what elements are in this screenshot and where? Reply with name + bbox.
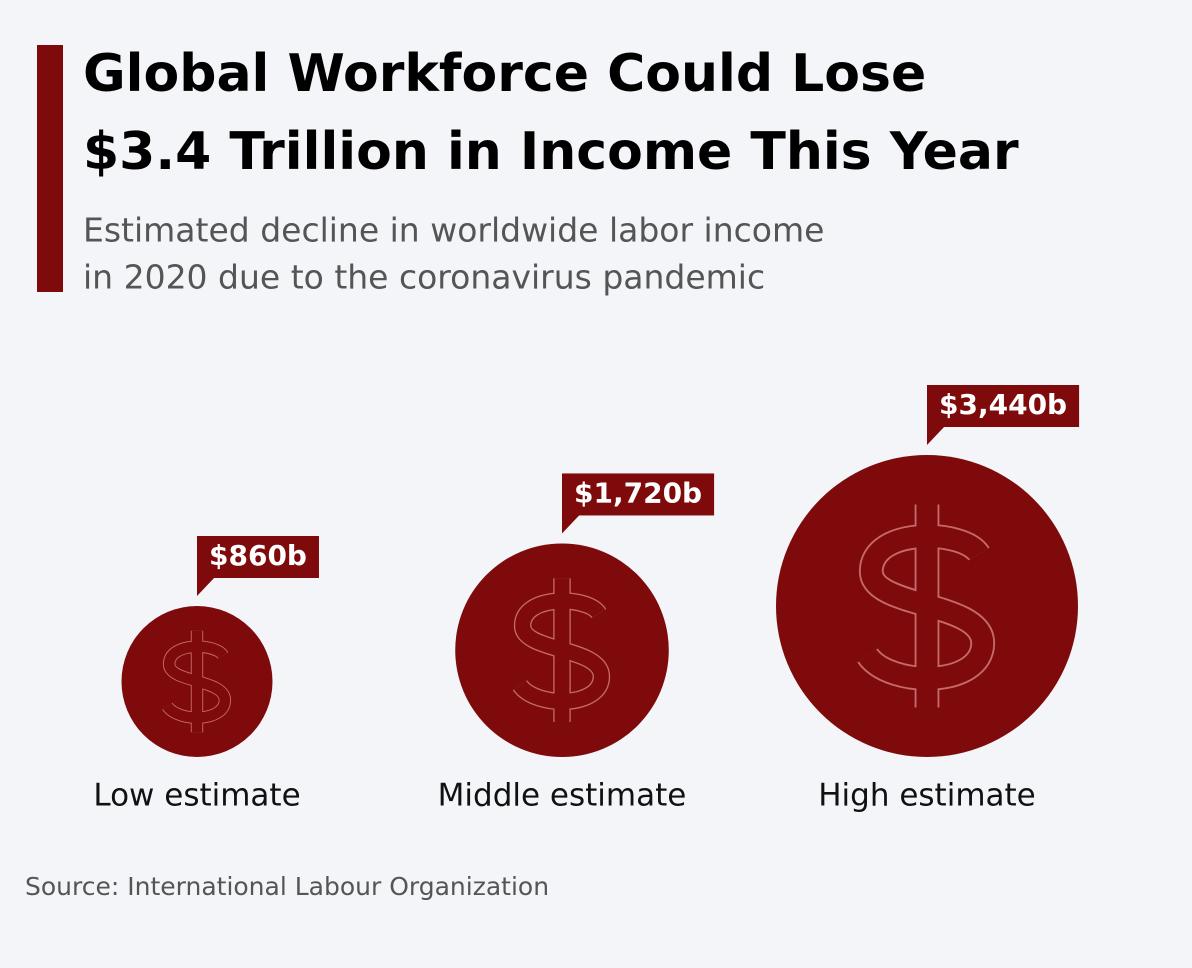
dollar-inner bbox=[858, 504, 994, 708]
dollar-icon bbox=[857, 504, 996, 708]
label-pointer bbox=[562, 514, 580, 534]
value-label: $1,720b bbox=[574, 476, 702, 509]
label-pointer bbox=[927, 426, 945, 445]
dollar-icon bbox=[162, 630, 232, 733]
label-box bbox=[197, 536, 319, 578]
label-pointer bbox=[197, 577, 215, 596]
source: Source: International Labour Organizatio… bbox=[25, 872, 549, 901]
category-label: Low estimate bbox=[93, 778, 300, 814]
label-box bbox=[927, 385, 1080, 427]
accent-bar bbox=[37, 45, 63, 292]
label-box bbox=[562, 473, 715, 516]
chart-title: $3.4 Trillion in Income This Year bbox=[83, 122, 1019, 182]
category-label: High estimate bbox=[818, 778, 1036, 814]
value-label: $3,440b bbox=[939, 388, 1067, 421]
value-label: $860b bbox=[209, 539, 307, 572]
dollar-inner bbox=[513, 578, 609, 723]
dollar-icon bbox=[512, 578, 611, 723]
chart-title: Global Workforce Could Lose bbox=[83, 44, 926, 104]
category-label: Middle estimate bbox=[438, 778, 687, 814]
chart-subtitle: in 2020 due to the coronavirus pandemic bbox=[83, 258, 765, 297]
chart-subtitle: Estimated decline in worldwide labor inc… bbox=[83, 211, 824, 250]
dollar-inner bbox=[162, 630, 231, 733]
